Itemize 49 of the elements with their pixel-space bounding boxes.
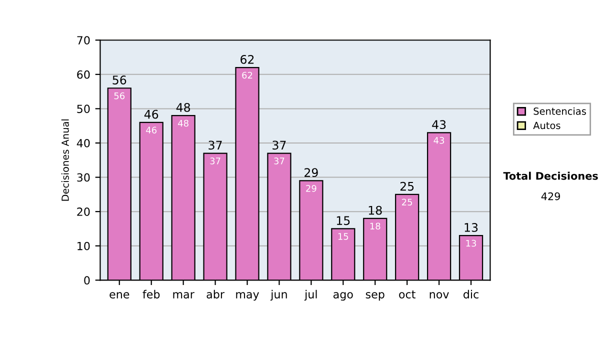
data-label: 48 <box>178 120 188 127</box>
legend-label: Sentencias <box>534 107 586 115</box>
data-label: 43 <box>434 136 444 144</box>
x-tick-label: abr <box>206 290 224 298</box>
data-label: 62 <box>242 72 252 79</box>
y-tick-label: 70 <box>77 36 90 44</box>
x-tick-label: jun <box>270 290 287 301</box>
y-tick-label: 60 <box>77 70 90 79</box>
annotation: 29 <box>304 168 318 178</box>
x-tick-label: oct <box>399 290 416 298</box>
annotation: 48 <box>176 102 190 112</box>
x-tick-label: nov <box>430 292 449 298</box>
data-label: 37 <box>210 158 220 164</box>
data-label: 18 <box>370 222 380 230</box>
annotation: 56 <box>112 76 126 84</box>
x-tick-label: sep <box>366 292 384 301</box>
data-label: 56 <box>114 92 125 100</box>
annotation: 62 <box>240 54 254 64</box>
annotation: 18 <box>368 206 382 215</box>
y-tick-label: 10 <box>78 242 90 250</box>
annotation: 43 <box>432 120 446 130</box>
y-tick-label: 50 <box>77 104 90 114</box>
x-tick-label: may <box>236 292 260 301</box>
data-label: 46 <box>146 126 157 134</box>
annotation: 15 <box>336 216 350 226</box>
annotation: 13 <box>464 222 478 232</box>
annotation: 37 <box>272 140 286 150</box>
annotation: 37 <box>208 140 222 150</box>
x-tick-label: feb <box>142 290 160 298</box>
x-tick-label: mar <box>173 292 194 298</box>
annotation: 46 <box>144 110 158 119</box>
text: 429 <box>541 192 560 200</box>
x-tick-label: jul <box>304 290 317 301</box>
y-tick-label: 30 <box>77 173 90 182</box>
x-tick-label: ago <box>333 292 353 301</box>
text: Total Decisiones <box>503 172 598 180</box>
y-axis-title: Decisiones Anual <box>61 119 69 201</box>
data-label: 13 <box>466 240 476 247</box>
data-label: 37 <box>274 158 284 164</box>
y-tick-label: 0 <box>84 276 90 285</box>
data-label: 25 <box>402 198 412 206</box>
y-tick-label: 40 <box>76 138 90 148</box>
annotation: 25 <box>400 182 414 191</box>
y-tick-label: 20 <box>77 208 90 216</box>
x-tick-label: dic <box>464 290 478 298</box>
legend-label: Autos <box>533 122 560 130</box>
x-tick-label: ene <box>110 292 130 298</box>
data-label: 29 <box>306 184 316 192</box>
data-label: 15 <box>338 233 348 240</box>
